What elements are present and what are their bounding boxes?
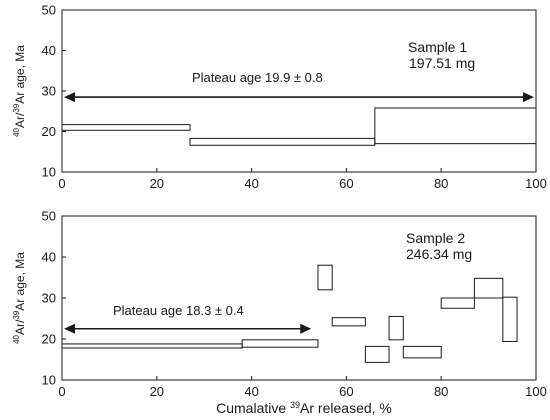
bottom-x-tick-label: 60 [339, 384, 353, 399]
bottom-step-box [61, 343, 243, 349]
bottom-y-tick-label: 30 [42, 291, 56, 306]
bottom-step-box [317, 264, 333, 291]
bottom-x-tick-label: 100 [525, 384, 547, 399]
top-x-tick-label: 60 [339, 176, 353, 191]
top-x-tick-label: 20 [150, 176, 164, 191]
bottom-x-tick-label: 0 [58, 384, 65, 399]
bottom-step-box [473, 277, 504, 299]
top-x-tick-label: 40 [244, 176, 258, 191]
top-y-tick-label: 20 [42, 124, 56, 139]
bottom-plateau-arrowhead-left [64, 323, 75, 334]
top-x-tick-label: 0 [58, 176, 65, 191]
bottom-step-box [402, 345, 442, 359]
top-y-tick-label: 30 [42, 84, 56, 99]
bottom-y-tick-label: 40 [42, 250, 56, 265]
bottom-y-tick-label: 10 [42, 373, 56, 388]
bottom-x-tick-label: 40 [244, 384, 258, 399]
top-sample-label: Sample 1 [408, 39, 467, 55]
bottom-y-axis-label: 40Ar/39Ar age, Ma [12, 252, 27, 344]
bottom-x-ticks: 0 20 40 60 80 100 [58, 376, 547, 399]
bottom-y-tick-label: 20 [42, 332, 56, 347]
top-x-tick-label: 100 [525, 176, 547, 191]
top-plateau-arrow [64, 92, 534, 103]
top-plateau-arrowhead-right [523, 92, 534, 103]
top-y-ticks: 10 20 30 40 50 [42, 3, 66, 180]
bottom-step-box [241, 339, 319, 348]
top-y-tick-label: 40 [42, 43, 56, 58]
top-plateau-arrowhead-left [64, 92, 75, 103]
top-y-tick-label: 50 [42, 3, 56, 18]
top-y-axis-label: 40Ar/39Ar age, Ma [12, 45, 27, 137]
bottom-step-box [440, 297, 475, 309]
top-plot-frame [61, 9, 537, 173]
top-step-box [189, 137, 376, 146]
x-axis-label: Cumalative 39Ar released, % [216, 400, 392, 416]
bottom-step-box [502, 296, 518, 342]
top-step-box [374, 107, 537, 145]
top-y-tick-label: 10 [42, 165, 56, 180]
top-plateau-label: Plateau age 19.9 ± 0.8 [192, 70, 323, 85]
top-mass-label: 197.51 mg [409, 55, 475, 71]
bottom-panel: 10 20 30 40 50 0 20 40 60 80 100 Plateau age 18.3… [12, 209, 547, 417]
bottom-step-box [364, 345, 390, 363]
top-x-ticks: 0 20 40 60 80 100 [58, 168, 547, 191]
top-panel: 10 20 30 40 50 0 20 40 60 80 100 Plateau age 19.9… [12, 3, 547, 192]
bottom-plateau-arrowhead-right [300, 323, 312, 334]
top-step-box [61, 124, 191, 131]
bottom-mass-label: 246.34 mg [406, 246, 472, 262]
bottom-step-boxes [61, 264, 518, 363]
bottom-plateau-label: Plateau age 18.3 ± 0.4 [113, 303, 244, 318]
bottom-x-tick-label: 80 [434, 384, 448, 399]
bottom-step-box [388, 315, 404, 341]
bottom-y-tick-label: 50 [42, 209, 56, 224]
bottom-x-tick-label: 20 [150, 384, 164, 399]
top-x-tick-label: 80 [434, 176, 448, 191]
bottom-step-box [331, 317, 366, 327]
bottom-y-ticks: 10 20 30 40 50 [42, 209, 66, 388]
top-step-boxes [61, 107, 537, 146]
bottom-sample-label: Sample 2 [406, 230, 465, 246]
bottom-plateau-arrow [64, 323, 312, 334]
